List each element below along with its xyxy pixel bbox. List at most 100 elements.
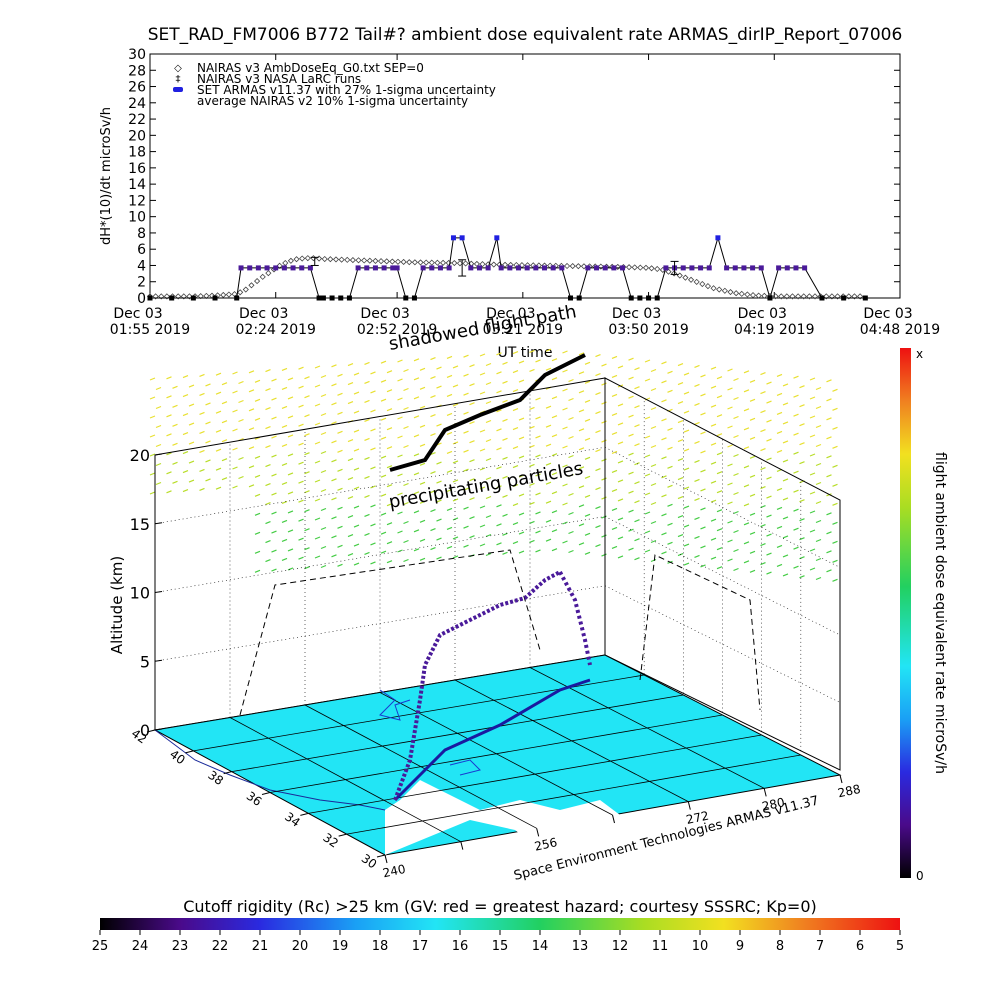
dose-marker bbox=[287, 472, 294, 476]
altitude-tick-label: 10 bbox=[130, 584, 150, 603]
dose-marker bbox=[298, 461, 304, 465]
y-axis-label: dH*(10)/dt microSv/h bbox=[99, 107, 114, 245]
dose-marker bbox=[238, 456, 244, 461]
dose-marker bbox=[502, 437, 508, 441]
dose-marker bbox=[386, 408, 393, 412]
latitude-tick-label: 38 bbox=[205, 768, 226, 788]
dose-marker bbox=[628, 509, 634, 513]
dose-marker bbox=[700, 507, 706, 511]
dose-marker bbox=[320, 488, 327, 493]
dose-marker bbox=[743, 484, 750, 488]
dose-marker bbox=[232, 390, 238, 394]
dose-marker bbox=[287, 415, 294, 419]
rigidity-tick-label: 10 bbox=[692, 939, 709, 954]
dose-marker bbox=[380, 379, 387, 383]
dose-marker bbox=[304, 376, 310, 380]
altitude-tick bbox=[154, 453, 163, 456]
dose-marker bbox=[281, 462, 288, 466]
dose-marker bbox=[353, 410, 360, 414]
dose-marker bbox=[815, 557, 822, 562]
dose-marker bbox=[628, 376, 634, 380]
dose-marker bbox=[436, 423, 442, 427]
dose-marker bbox=[700, 469, 706, 473]
dose-marker bbox=[611, 545, 618, 549]
dose-marker bbox=[281, 538, 288, 542]
dose-marker bbox=[677, 477, 684, 481]
dose-marker bbox=[568, 378, 574, 383]
dose-marker bbox=[320, 412, 327, 417]
armas-point bbox=[281, 265, 287, 271]
dose-marker bbox=[221, 477, 228, 481]
dose-marker bbox=[601, 477, 607, 481]
nairas-point bbox=[699, 280, 706, 288]
dose-marker bbox=[353, 524, 360, 528]
dose-marker bbox=[337, 487, 343, 491]
dose-marker bbox=[733, 567, 739, 572]
dose-marker bbox=[545, 348, 552, 352]
dose-marker bbox=[545, 462, 552, 466]
dose-marker bbox=[809, 415, 816, 419]
dose-marker bbox=[452, 403, 459, 407]
dose-marker bbox=[436, 518, 442, 522]
dose-marker bbox=[826, 379, 832, 383]
dose-marker bbox=[403, 387, 409, 392]
dose-marker bbox=[469, 383, 475, 387]
nairas-point bbox=[428, 259, 435, 266]
dose-marker bbox=[331, 383, 337, 387]
wall-projection-right bbox=[639, 554, 761, 711]
dose-marker bbox=[601, 534, 607, 538]
dose-marker bbox=[677, 439, 684, 443]
nairas-point bbox=[349, 257, 356, 264]
dose-marker bbox=[661, 494, 667, 498]
dose-marker bbox=[766, 438, 772, 442]
dose-marker bbox=[518, 512, 525, 516]
dose-marker bbox=[452, 384, 459, 388]
nairas-point bbox=[434, 259, 441, 266]
dose-marker bbox=[446, 412, 453, 416]
armas-point bbox=[724, 265, 730, 271]
dose-marker bbox=[743, 522, 750, 526]
dose-marker bbox=[347, 496, 354, 500]
armas-point bbox=[273, 265, 279, 271]
armas-point bbox=[542, 265, 548, 271]
y-tick-label: 22 bbox=[128, 112, 146, 128]
dose-marker bbox=[512, 484, 519, 488]
dose-marker bbox=[578, 428, 585, 432]
armas-point bbox=[446, 265, 452, 271]
dose-marker bbox=[479, 505, 486, 509]
dose-marker bbox=[271, 397, 277, 401]
dose-marker bbox=[644, 416, 651, 420]
dose-marker bbox=[479, 467, 486, 471]
dose-marker bbox=[463, 411, 469, 415]
dose-marker bbox=[502, 532, 508, 536]
armas-point bbox=[507, 265, 513, 271]
dose-marker bbox=[634, 367, 640, 371]
dose-marker bbox=[446, 488, 453, 492]
dose-marker bbox=[568, 473, 574, 478]
dose-marker bbox=[694, 421, 700, 425]
dose-marker bbox=[535, 416, 541, 420]
dose-marker bbox=[617, 555, 624, 559]
dose-marker bbox=[716, 528, 723, 532]
armas-point bbox=[559, 265, 565, 271]
armas-point bbox=[403, 295, 409, 301]
dose-marker bbox=[485, 476, 492, 481]
dose-marker bbox=[265, 426, 271, 430]
dose-marker bbox=[545, 424, 552, 428]
dose-marker bbox=[799, 556, 805, 560]
dose-marker bbox=[611, 507, 618, 511]
dose-marker bbox=[413, 548, 420, 552]
x-tick-label-date: Dec 03 bbox=[360, 306, 409, 322]
dose-marker bbox=[694, 459, 700, 463]
dose-marker bbox=[304, 490, 310, 494]
dose-marker bbox=[700, 526, 706, 530]
dose-marker bbox=[485, 457, 492, 462]
legend: ◇ NAIRAS v3 AmbDoseEq_G0.txt SEP=0 ‡ NAIRAS… bbox=[173, 61, 496, 108]
y-tick-label: 4 bbox=[137, 258, 146, 274]
dose-marker bbox=[254, 474, 261, 478]
dose-marker bbox=[815, 443, 822, 448]
dose-marker bbox=[595, 411, 601, 415]
dose-marker bbox=[364, 532, 370, 536]
nairas-point bbox=[355, 257, 362, 264]
